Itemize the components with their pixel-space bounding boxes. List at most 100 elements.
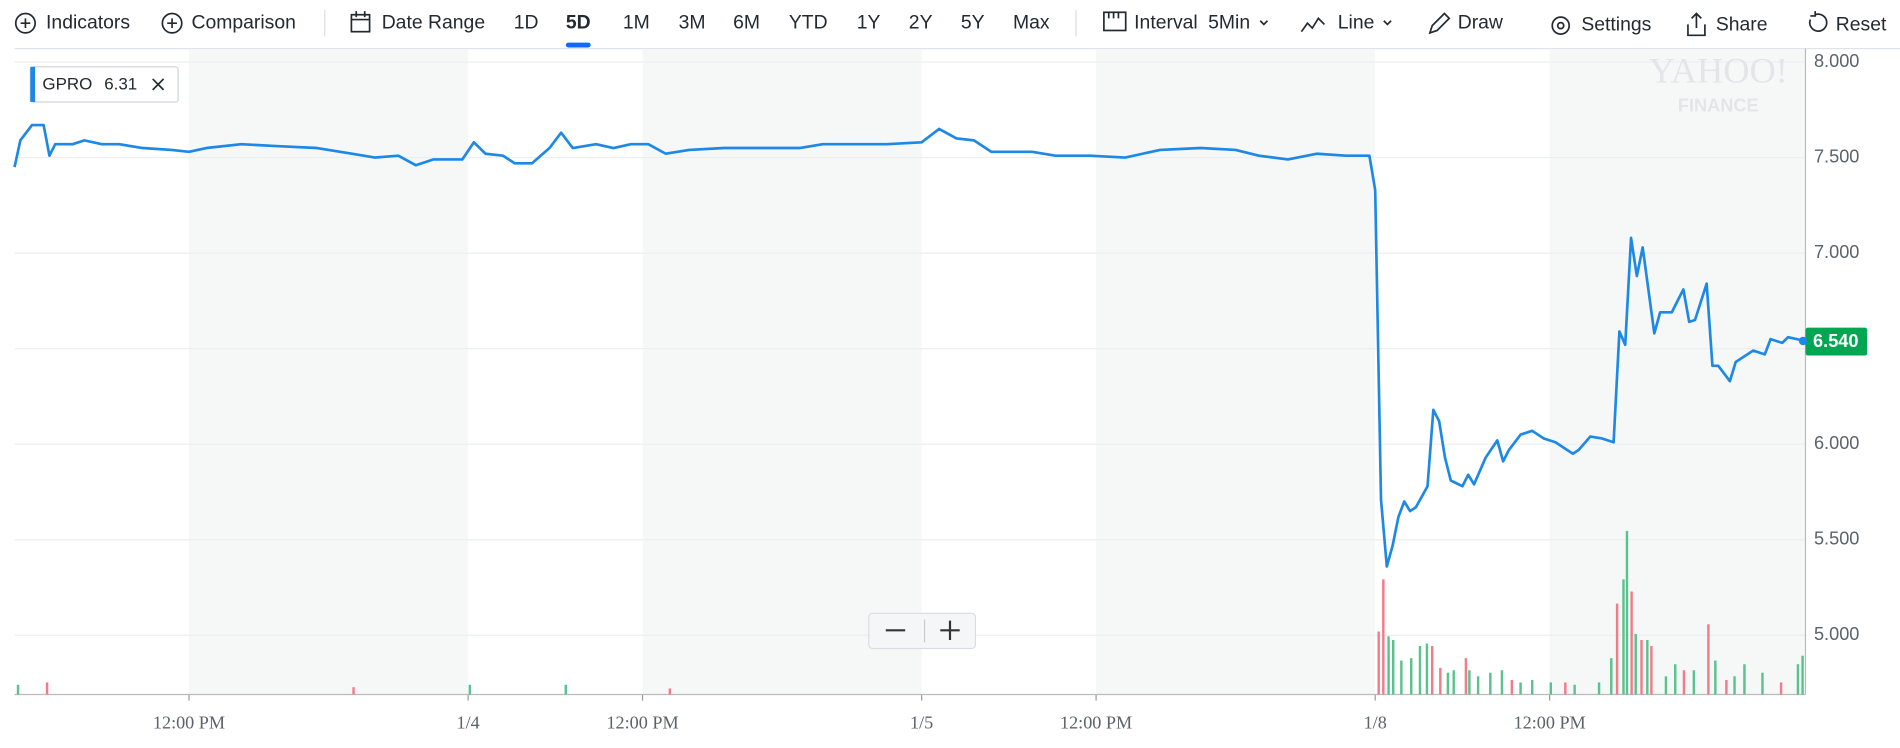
volume-bar <box>1418 646 1422 695</box>
volume-bar <box>1664 676 1668 695</box>
zoom-in[interactable] <box>940 620 960 640</box>
legend-box: GPRO 6.31 <box>29 66 179 103</box>
indicators-button[interactable]: Indicators <box>14 11 130 34</box>
x-tick-label: 12:00 PM <box>606 712 678 732</box>
interval-value: 5Min <box>1208 11 1250 33</box>
volume-bar <box>1468 670 1471 695</box>
y-tick-label: 5.000 <box>1814 624 1859 644</box>
range-button[interactable]: 1D <box>514 11 539 33</box>
volume-bar <box>1707 624 1710 695</box>
interval-button[interactable]: Interval 5Min <box>1103 11 1269 33</box>
volume-bar <box>1549 682 1553 695</box>
range-button[interactable]: 1M <box>623 11 650 33</box>
range-button[interactable]: 2Y <box>909 11 933 33</box>
range-button[interactable]: Max <box>1013 11 1050 33</box>
share-button[interactable]: Share <box>1687 12 1768 37</box>
volume-bar <box>1387 636 1390 695</box>
volume-bar <box>1430 646 1434 695</box>
range-buttons: 1D 5D 1M 3M 6M YTD 1Y 2Y 5Y Max <box>514 11 1050 48</box>
legend-value: 6.31 <box>104 74 137 93</box>
y-tick-label: 6.000 <box>1814 433 1859 453</box>
volume-bar <box>1796 664 1800 695</box>
volume-bar <box>1630 591 1633 695</box>
chart-style-label: Line <box>1338 11 1375 33</box>
reset-label: Reset <box>1836 14 1887 36</box>
comparison-button[interactable]: Comparison <box>161 11 296 34</box>
x-tick-label: 1/5 <box>910 712 933 732</box>
volume-bar <box>1692 670 1696 695</box>
volume-bar <box>1650 646 1653 695</box>
volume-bar <box>1464 658 1468 695</box>
volume-bar <box>1597 682 1601 695</box>
volume-bar <box>1646 639 1649 695</box>
volume-bar <box>1377 631 1380 695</box>
volume-bar <box>45 682 49 695</box>
share-label: Share <box>1716 14 1768 36</box>
comparison-label: Comparison <box>191 11 295 33</box>
volume-bar <box>1510 679 1514 695</box>
settings-button[interactable]: Settings <box>1551 14 1651 36</box>
volume-bar <box>1725 679 1728 695</box>
session-shade <box>642 49 922 695</box>
y-tick-label: 5.500 <box>1814 529 1859 549</box>
volume-bar <box>1573 684 1576 695</box>
indicators-label: Indicators <box>46 11 130 33</box>
y-tick-label: 8.000 <box>1814 51 1859 71</box>
volume-bar <box>1610 658 1613 695</box>
session-shade <box>1549 49 1806 695</box>
volume-bar <box>668 688 672 695</box>
volume-bar <box>468 684 472 695</box>
date-range-label: Date Range <box>382 11 485 33</box>
volume-bar <box>1714 660 1717 695</box>
plot-area: 5.0005.5006.0006.5007.0007.5008.00012:00… <box>13 48 1868 732</box>
volume-bar <box>1733 676 1736 695</box>
range-button[interactable]: 5D <box>566 11 591 33</box>
volume-bar <box>1761 672 1764 695</box>
legend-close[interactable] <box>152 78 165 91</box>
volume-bar <box>1452 670 1455 695</box>
volume-bar <box>1530 679 1534 695</box>
last-price-dot <box>1798 336 1808 346</box>
range-button[interactable]: 6M <box>733 11 760 33</box>
volume-bar <box>1392 639 1395 695</box>
volume-bar <box>1779 682 1783 695</box>
last-price-label: 6.540 <box>1813 331 1858 351</box>
y-tick-label: 7.500 <box>1814 146 1859 166</box>
date-range-button[interactable]: Date Range <box>350 11 485 33</box>
range-button[interactable]: 3M <box>679 11 706 33</box>
range-button[interactable]: 1Y <box>857 11 881 33</box>
volume-bar <box>1743 664 1746 695</box>
volume-bar <box>1615 603 1619 695</box>
volume-bar <box>1425 643 1429 695</box>
range-button[interactable]: YTD <box>789 11 828 33</box>
draw-label: Draw <box>1458 11 1504 33</box>
range-button[interactable]: 5Y <box>961 11 985 33</box>
chart-style-button[interactable]: Line <box>1300 11 1392 33</box>
x-tick-label: 12:00 PM <box>153 712 225 732</box>
volume-bar <box>1446 672 1450 695</box>
volume-bar <box>1682 670 1686 695</box>
settings-label: Settings <box>1581 14 1651 36</box>
volume-bar <box>1500 670 1504 695</box>
volume-bar <box>1439 667 1442 695</box>
x-tick-label: 12:00 PM <box>1514 712 1586 732</box>
toolbar: Indicators Comparison Date Range 1D 5D 1M 3… <box>14 9 1900 50</box>
volume-bar <box>1640 639 1643 695</box>
volume-bar <box>1801 655 1804 695</box>
volume-bar <box>1564 682 1567 695</box>
watermark: FINANCE <box>1678 96 1759 116</box>
volume-bar <box>352 687 355 695</box>
volume-bar <box>1674 664 1677 695</box>
volume-bar <box>1625 530 1629 695</box>
session-shade <box>1096 49 1376 695</box>
last-price-tag <box>1805 327 1868 356</box>
y-tick-label: 7.000 <box>1814 242 1859 262</box>
volume-bar <box>1622 579 1625 695</box>
volume-bar <box>1476 676 1480 695</box>
reset-button[interactable]: Reset <box>1808 11 1887 36</box>
price-line <box>13 123 1806 568</box>
draw-button[interactable]: Draw <box>1428 11 1504 35</box>
x-tick-label: 12:00 PM <box>1060 712 1132 732</box>
watermark: YAHOO! <box>1649 51 1788 91</box>
